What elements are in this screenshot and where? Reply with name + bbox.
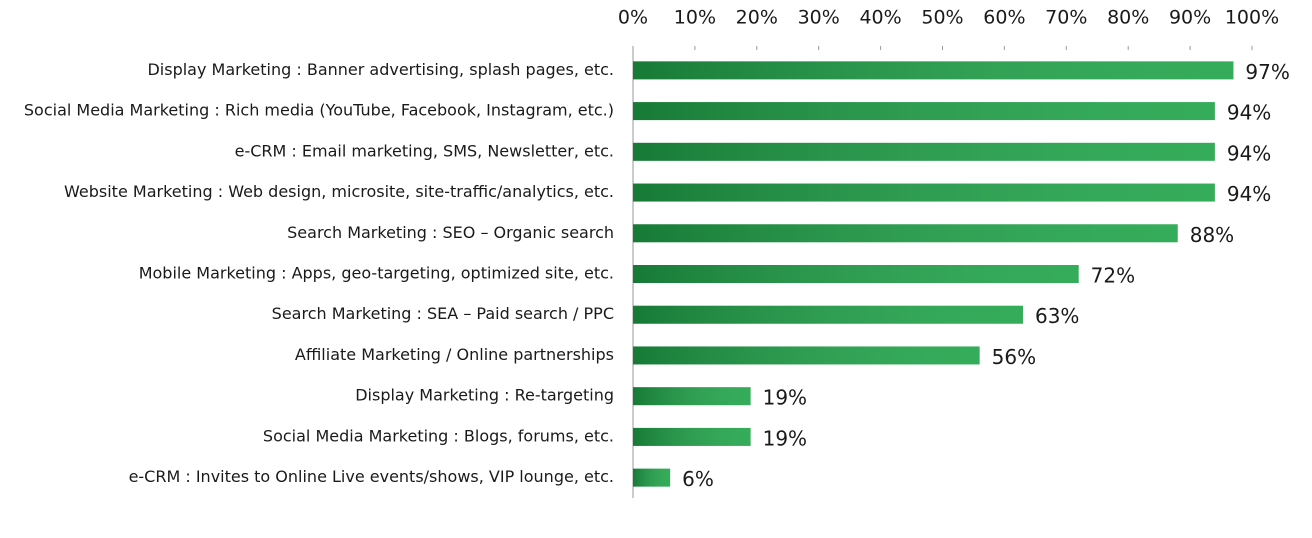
x-tick-label: 10% [674,7,716,29]
bar [633,427,751,446]
value-label: 19% [763,386,807,410]
bar [633,468,671,487]
y-tick-label: Mobile Marketing : Apps, geo-targeting, … [139,264,614,283]
value-label: 63% [1035,304,1079,328]
y-tick-label: Affiliate Marketing / Online partnership… [295,345,614,364]
value-label: 19% [763,426,807,450]
y-tick-label: Search Marketing : SEA – Paid search / P… [272,304,614,323]
bar [633,305,1023,324]
x-tick-label: 100% [1225,7,1279,29]
value-label: 6% [682,467,714,491]
x-tick-label: 60% [983,7,1025,29]
x-tick-label: 20% [736,7,778,29]
y-tick-label: Social Media Marketing : Rich media (You… [24,101,614,120]
value-label: 94% [1227,141,1271,165]
x-tick-label: 0% [618,7,648,29]
x-tick-label: 90% [1169,7,1211,29]
bar [633,183,1215,202]
bar [633,102,1215,121]
value-label: 94% [1227,101,1271,125]
y-tick-label: Display Marketing : Banner advertising, … [147,60,614,79]
bar [633,61,1234,80]
x-tick-label: 50% [921,7,963,29]
y-tick-label: Display Marketing : Re-targeting [355,386,614,405]
value-label: 72% [1091,264,1135,288]
bar [633,142,1215,161]
value-label: 94% [1227,182,1271,206]
bar [633,346,980,365]
x-tick-label: 30% [798,7,840,29]
x-tick-label: 80% [1107,7,1149,29]
value-label: 88% [1190,223,1234,247]
y-tick-label: Website Marketing : Web design, microsit… [64,182,614,201]
y-tick-label: Social Media Marketing : Blogs, forums, … [263,426,614,445]
bar [633,224,1178,243]
bar [633,265,1079,283]
x-tick-label: 40% [859,7,901,29]
y-tick-label: e-CRM : Email marketing, SMS, Newsletter… [235,141,614,160]
value-label: 97% [1245,60,1289,84]
y-tick-label: Search Marketing : SEO – Organic search [287,223,614,242]
value-label: 56% [992,345,1036,369]
y-tick-label: e-CRM : Invites to Online Live events/sh… [129,467,614,486]
bar [633,387,751,406]
x-tick-label: 70% [1045,7,1087,29]
